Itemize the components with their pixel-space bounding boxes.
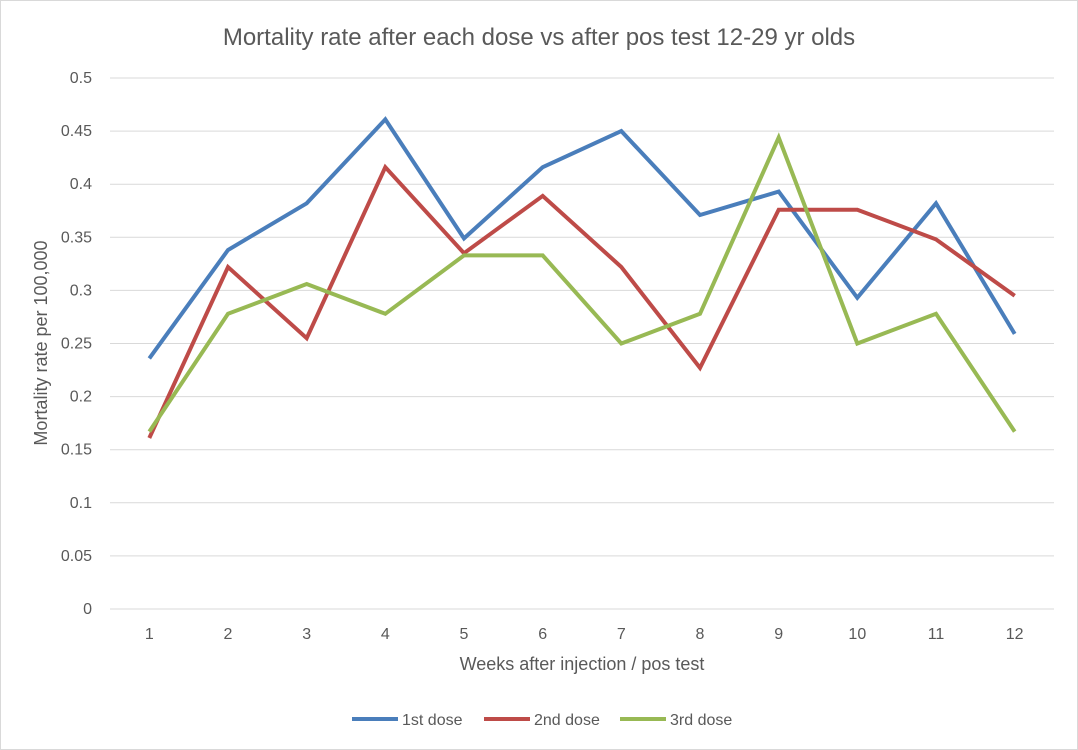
y-axis-title: Mortality rate per 100,000 [31, 240, 51, 445]
y-tick-label: 0.15 [61, 442, 92, 459]
y-tick-label: 0.3 [70, 282, 92, 299]
x-tick-label: 1 [145, 626, 154, 643]
y-tick-label: 0.4 [70, 176, 92, 193]
x-axis-title: Weeks after injection / pos test [460, 654, 705, 674]
legend-label-3rd-dose: 3rd dose [670, 712, 732, 729]
x-tick-label: 4 [381, 626, 390, 643]
y-tick-label: 0.1 [70, 495, 92, 512]
series-lines [147, 116, 1017, 439]
x-tick-label: 11 [928, 626, 945, 643]
series-line-2nd-dose [147, 163, 1016, 439]
x-tick-label: 5 [460, 626, 469, 643]
y-tick-label: 0 [83, 601, 92, 618]
y-axis-ticks: 0 0.05 0.1 0.15 0.2 0.25 0.3 0.35 0.4 0.45 0.5 [61, 70, 92, 618]
x-tick-label: 7 [617, 626, 626, 643]
x-tick-label: 9 [774, 626, 783, 643]
y-tick-label: 0.25 [61, 336, 92, 353]
y-tick-label: 0.45 [61, 123, 92, 140]
series-line-3rd-dose [147, 132, 1017, 433]
x-tick-label: 10 [848, 626, 866, 643]
chart-title: Mortality rate after each dose vs after … [223, 24, 855, 51]
y-tick-label: 0.5 [70, 70, 92, 87]
y-tick-label: 0.2 [70, 389, 92, 406]
x-tick-label: 3 [302, 626, 311, 643]
x-tick-label: 6 [538, 626, 547, 643]
y-tick-label: 0.35 [61, 229, 92, 246]
legend-label-2nd-dose: 2nd dose [534, 712, 600, 729]
legend-label-1st-dose: 1st dose [402, 712, 463, 729]
gridlines [110, 77, 1054, 610]
x-tick-label: 2 [224, 626, 233, 643]
x-axis-ticks: 1 2 3 4 5 6 7 8 9 10 11 12 [145, 626, 1024, 643]
x-tick-label: 8 [696, 626, 705, 643]
series-line-1st-dose [147, 116, 1017, 360]
legend: 1st dose 2nd dose 3rd dose [352, 712, 732, 729]
y-tick-label: 0.05 [61, 548, 92, 565]
x-tick-label: 12 [1006, 626, 1024, 643]
